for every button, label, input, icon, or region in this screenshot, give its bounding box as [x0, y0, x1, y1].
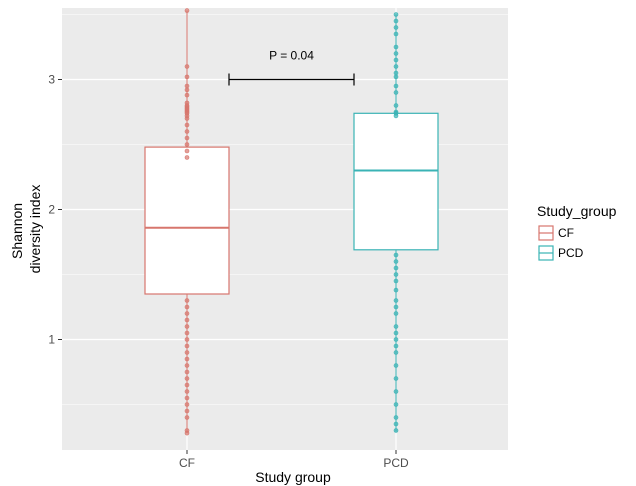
data-point: [184, 324, 190, 329]
plot-panel: [62, 8, 508, 450]
data-point: [393, 113, 399, 119]
data-point: [393, 64, 399, 69]
data-point: [184, 343, 190, 349]
legend-label-cf: CF: [558, 226, 574, 240]
y-axis-ticks: 1 2 3: [48, 73, 62, 347]
data-point: [393, 252, 399, 258]
x-axis-ticks: CF PCD: [179, 450, 409, 470]
data-point: [184, 389, 190, 394]
y-axis-title-line-2: diversity index: [27, 185, 43, 274]
data-point: [393, 12, 399, 17]
data-point: [184, 376, 190, 381]
data-point: [184, 382, 190, 388]
data-point: [184, 116, 190, 121]
data-point: [393, 330, 399, 336]
data-point: [393, 103, 399, 108]
data-point: [184, 350, 190, 355]
y-axis-title-line-1: Shannon: [9, 203, 25, 259]
data-point: [184, 304, 190, 310]
y-tick-label: 2: [48, 203, 55, 217]
data-point: [393, 350, 399, 355]
p-value-label: P = 0.04: [269, 49, 314, 63]
data-point: [184, 8, 190, 13]
data-point: [393, 402, 399, 407]
data-point: [393, 278, 399, 284]
data-point: [393, 343, 399, 349]
significance-annotation: P = 0.04: [228, 49, 355, 86]
x-tick-label: PCD: [383, 456, 409, 470]
data-point: [393, 70, 399, 76]
data-point: [184, 356, 190, 362]
data-point: [393, 74, 399, 80]
data-point: [393, 415, 399, 420]
data-point: [393, 298, 399, 303]
data-point: [393, 376, 399, 381]
legend-title: Study_group: [537, 203, 617, 219]
box-cf: [144, 146, 230, 295]
data-point: [184, 129, 190, 134]
data-point: [184, 83, 190, 89]
data-point: [393, 421, 399, 427]
data-point: [184, 330, 190, 336]
legend: Study_group CF PCD: [537, 203, 617, 261]
point-group: [184, 8, 399, 436]
data-point: [393, 304, 399, 310]
data-point: [393, 31, 399, 37]
data-point: [184, 87, 190, 93]
data-point: [184, 395, 190, 401]
data-point: [393, 428, 399, 433]
x-axis-title: Study group: [255, 469, 331, 485]
data-point: [393, 25, 399, 30]
data-point: [393, 51, 399, 56]
y-tick-label: 1: [48, 333, 55, 347]
box-group: [144, 10, 439, 434]
data-point: [393, 57, 399, 63]
data-point: [184, 369, 190, 375]
data-point: [184, 408, 190, 414]
data-point: [393, 287, 399, 293]
data-point: [393, 18, 399, 24]
legend-label-pcd: PCD: [558, 246, 584, 260]
data-point: [393, 324, 399, 329]
data-point: [393, 83, 399, 89]
box-pcd: [353, 112, 439, 251]
data-point: [184, 415, 190, 420]
data-point: [393, 90, 399, 95]
data-point: [184, 92, 190, 98]
y-axis-title: Shannon diversity index: [9, 185, 43, 274]
data-point: [393, 272, 399, 277]
data-point: [393, 363, 399, 368]
data-point: [184, 155, 190, 160]
data-point: [393, 259, 399, 264]
data-point: [184, 337, 190, 342]
data-point: [184, 142, 190, 147]
data-point: [184, 311, 190, 316]
data-point: [184, 122, 190, 128]
data-point: [393, 44, 399, 50]
data-point: [184, 363, 190, 368]
y-tick-label: 3: [48, 73, 55, 87]
data-point: [184, 430, 190, 436]
data-point: [184, 298, 190, 303]
data-point: [393, 311, 399, 316]
data-point: [184, 74, 190, 80]
data-point: [393, 265, 399, 271]
data-point: [393, 337, 399, 342]
data-point: [184, 135, 190, 141]
data-point: [393, 389, 399, 394]
data-point: [184, 148, 190, 154]
x-tick-label: CF: [179, 456, 195, 470]
data-point: [184, 317, 190, 323]
data-point: [184, 64, 190, 69]
data-point: [184, 402, 190, 407]
